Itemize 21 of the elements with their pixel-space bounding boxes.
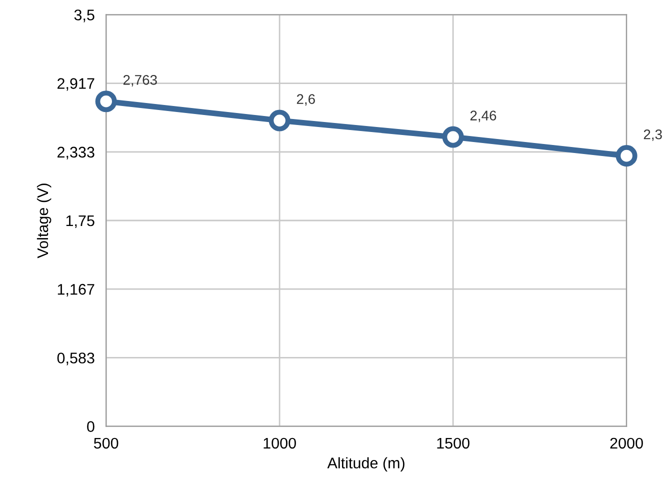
y-tick-label: 3,5	[74, 10, 94, 22]
y-tick-label: 2,917	[58, 78, 94, 91]
point	[442, 126, 464, 148]
y-tick-label: 0	[87, 421, 94, 432]
x-tick-label: 500	[94, 438, 118, 449]
point	[616, 145, 638, 167]
data-label: 2,3	[644, 129, 662, 141]
data-label: 2,6	[296, 94, 315, 106]
x-tick-label: 1000	[264, 438, 296, 449]
y-tick-label: 2,333	[58, 146, 94, 160]
point	[268, 110, 290, 132]
x-axis-title: Altitude (m)	[327, 457, 404, 472]
x-tick-label: 1500	[437, 438, 470, 449]
point	[95, 90, 117, 112]
y-axis-title: Voltage (V)	[36, 184, 52, 258]
x-tick-label: 2000	[610, 438, 643, 449]
y-tick-label: 0,583	[57, 352, 94, 366]
data-label: 2,46	[470, 110, 496, 122]
data-label: 2,763	[123, 75, 157, 86]
y-tick-label: 1,167	[58, 284, 94, 297]
y-tick-label: 1,75	[66, 216, 94, 228]
